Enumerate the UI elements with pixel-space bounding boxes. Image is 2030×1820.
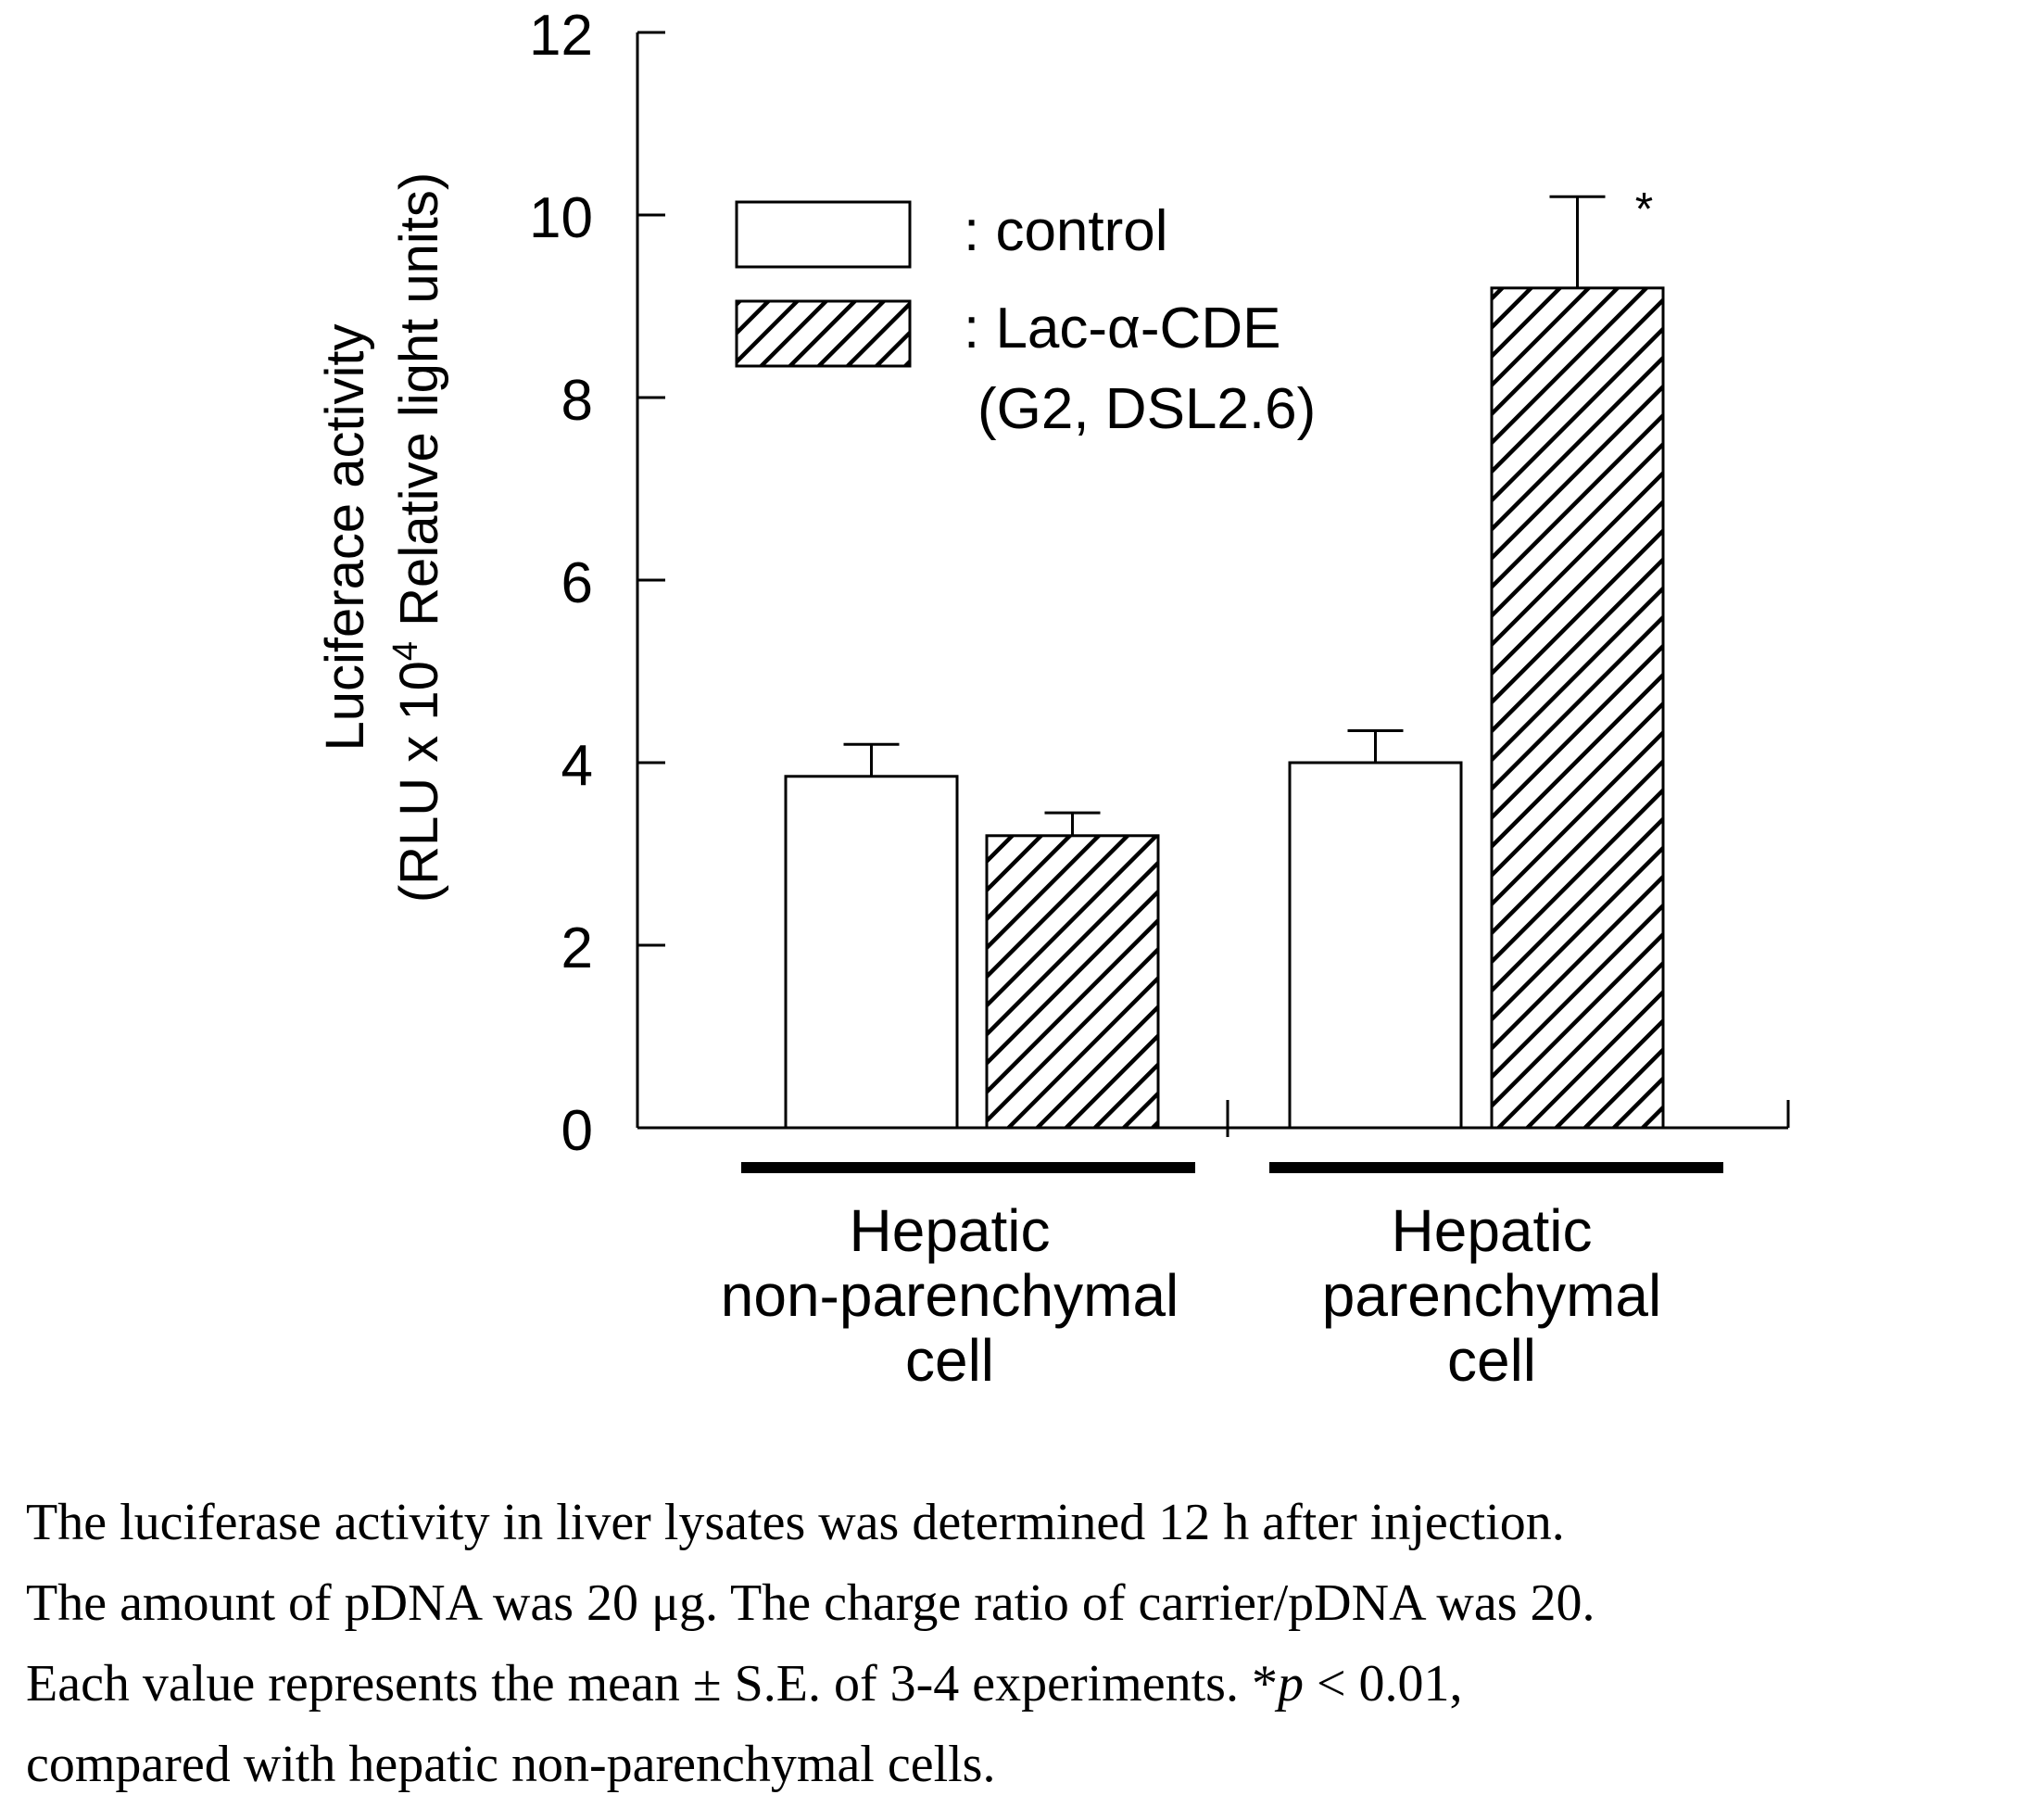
x-group-label-2: Hepatic: [1392, 1197, 1593, 1264]
y-tick-label: 4: [561, 734, 593, 798]
x-group-label-1: cell: [905, 1327, 994, 1394]
legend: : control : Lac-α-CDE (G2, DSL2.6): [735, 199, 1316, 441]
y-tick-label: 10: [529, 186, 593, 250]
bar-control-group-2: [1288, 761, 1463, 1130]
legend-swatch-control: [735, 200, 912, 269]
caption-line-3-text: Each value represents the mean ± S.E. of…: [26, 1655, 1463, 1713]
y-axis-title-line-1: Luciferace activity: [315, 324, 375, 752]
x-group-label-2: parenchymal: [1322, 1262, 1661, 1329]
axes: 0 2 4 6 8 10 12: [529, 4, 1790, 1163]
y-axis-title-part: (RLU x 10: [389, 661, 449, 903]
x-group-label-2: cell: [1447, 1327, 1536, 1394]
p-value-symbol: p: [1277, 1655, 1304, 1713]
caption-line-1: The luciferase activity in liver lysates…: [26, 1494, 1565, 1551]
y-axis-title-part: Relative light units): [389, 172, 449, 641]
y-tick-label: 8: [561, 369, 593, 433]
x-group-label-1: non-parenchymal: [721, 1262, 1179, 1329]
legend-label-lac-cde-detail: (G2, DSL2.6): [977, 377, 1316, 441]
y-tick-label: 6: [561, 551, 593, 615]
y-axis-title-line-2: (RLU x 104 Relative light units): [386, 172, 449, 903]
caption-line-2: The amount of pDNA was 20 μg. The charge…: [26, 1574, 1595, 1632]
legend-label-control: : control: [964, 199, 1168, 263]
legend-swatch-lac-cde: [735, 299, 912, 368]
y-axis-title-superscript: 4: [386, 641, 425, 661]
caption-line-3: Each value represents the mean ± S.E. of…: [26, 1644, 2009, 1725]
bar-control-group-1: [784, 775, 959, 1130]
bar-lac-cde-group-1: [985, 834, 1160, 1130]
x-group-label-1: Hepatic: [850, 1197, 1051, 1264]
bars: *: [784, 183, 1665, 1130]
bar-lac-cde-group-2: [1490, 286, 1665, 1130]
y-tick-label: 2: [561, 916, 593, 980]
significance-asterisk: *: [1635, 183, 1653, 234]
figure-caption: The luciferase activity in liver lysates…: [26, 1483, 2009, 1805]
y-tick-label: 0: [561, 1099, 593, 1163]
legend-label-lac-cde: : Lac-α-CDE: [964, 297, 1280, 360]
caption-line-4: compared with hepatic non-parenchymal ce…: [26, 1736, 996, 1793]
axis-labels: Hepaticnon-parenchymalcellHepaticparench…: [315, 172, 1723, 1394]
y-tick-label: 12: [529, 4, 593, 68]
